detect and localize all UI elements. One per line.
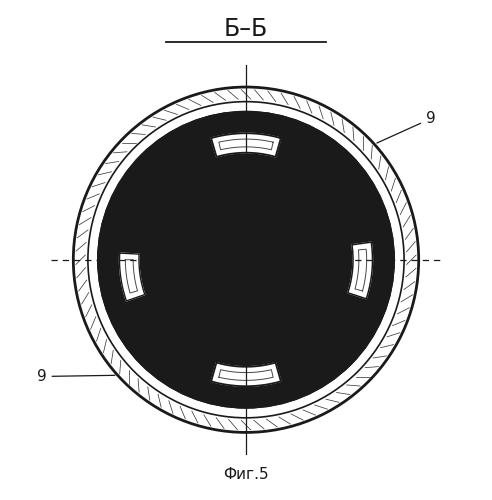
Text: 9: 9 bbox=[377, 111, 436, 143]
Polygon shape bbox=[211, 134, 281, 157]
Polygon shape bbox=[348, 242, 372, 299]
Circle shape bbox=[73, 87, 419, 433]
Text: Фиг.5: Фиг.5 bbox=[223, 467, 269, 482]
Circle shape bbox=[97, 112, 395, 408]
Text: Б–Б: Б–Б bbox=[224, 16, 268, 40]
Polygon shape bbox=[211, 362, 281, 386]
Polygon shape bbox=[120, 253, 145, 301]
Text: 9: 9 bbox=[37, 369, 115, 384]
Circle shape bbox=[361, 186, 371, 196]
Circle shape bbox=[73, 87, 419, 433]
